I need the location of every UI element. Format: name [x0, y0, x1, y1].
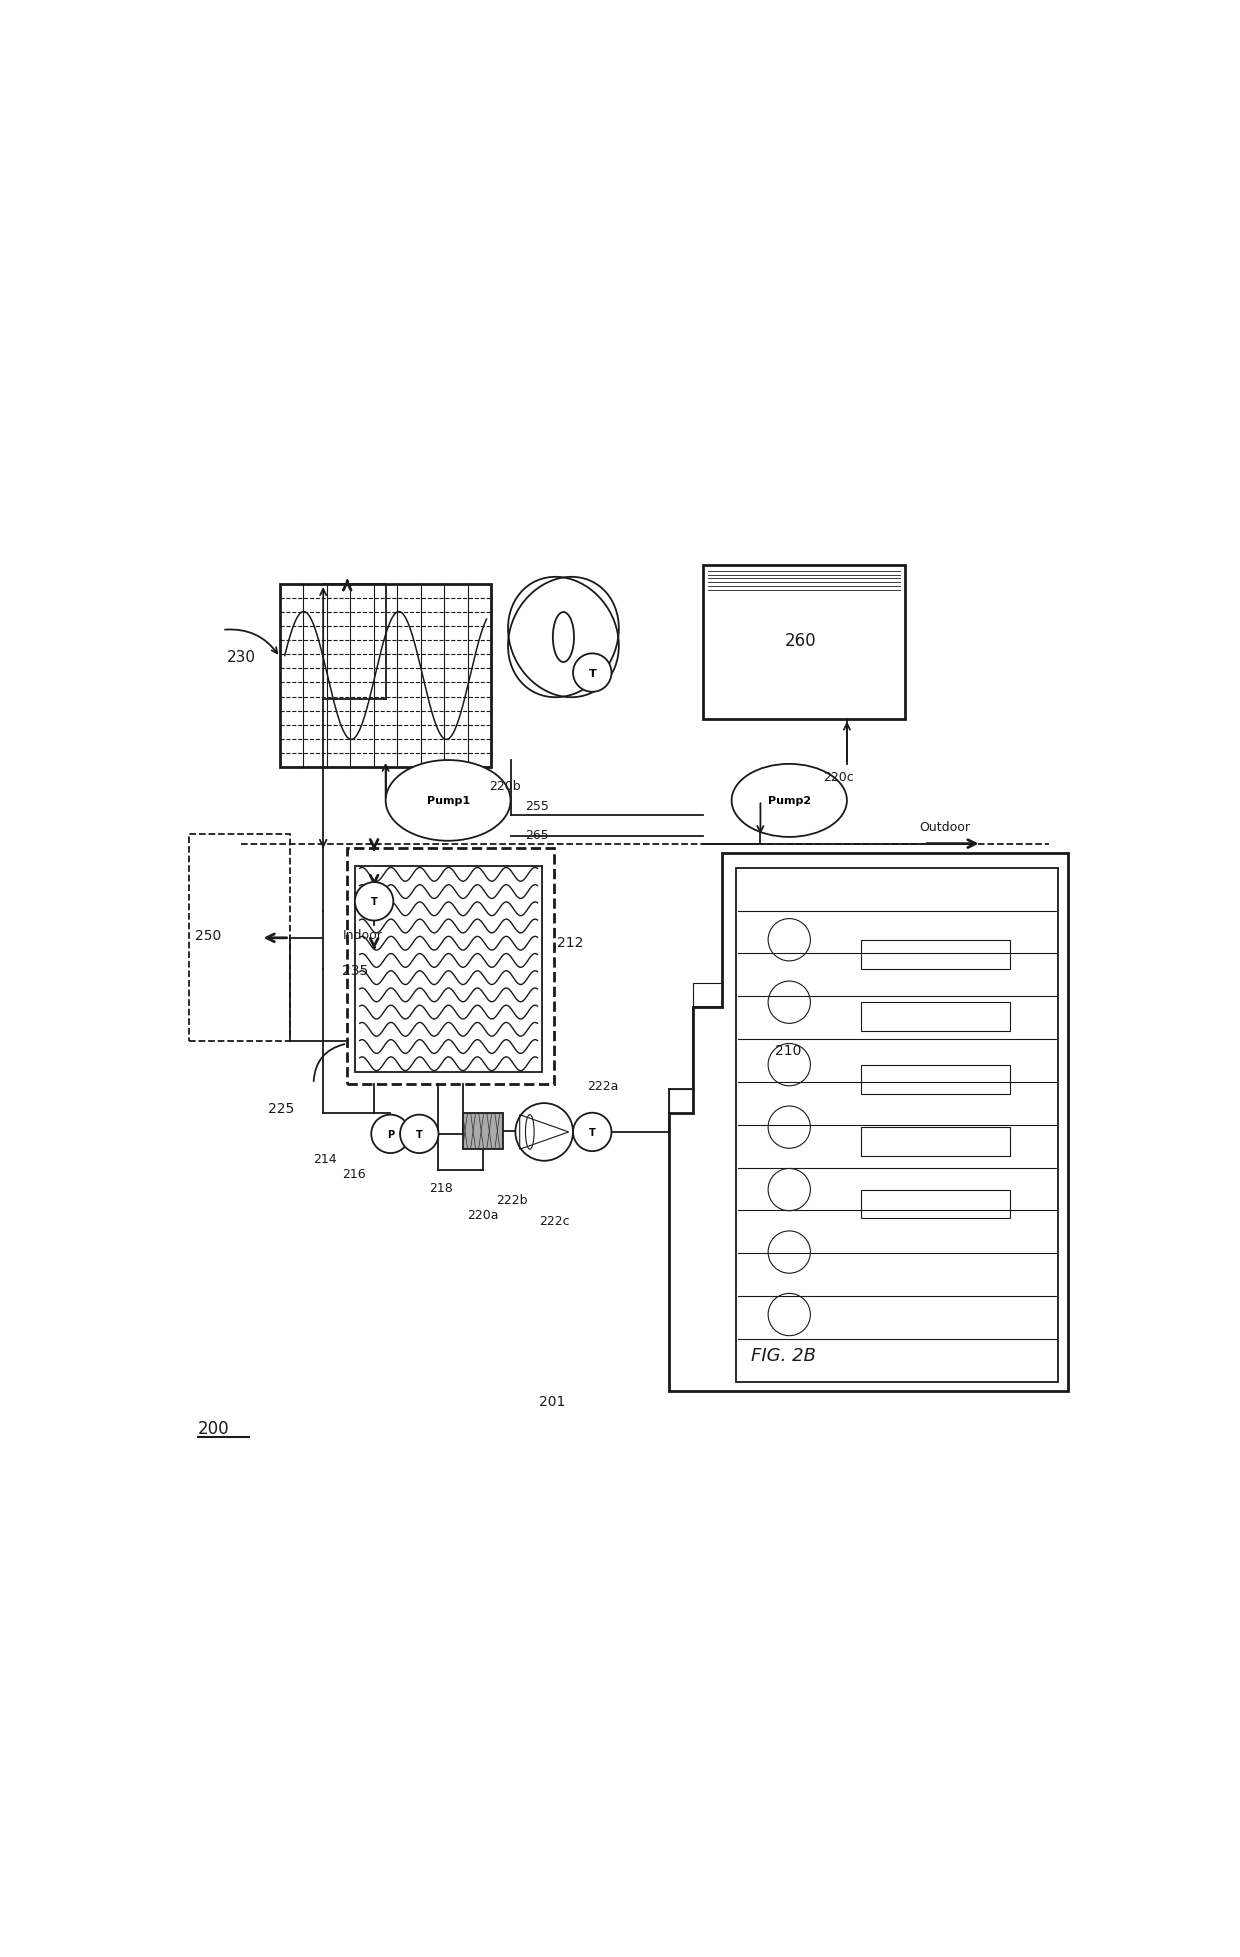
Text: 265: 265	[525, 828, 549, 842]
Text: Pump2: Pump2	[768, 796, 811, 806]
Bar	[862, 1065, 1011, 1094]
Text: 220a: 220a	[467, 1209, 498, 1221]
Text: 210: 210	[775, 1043, 801, 1057]
Circle shape	[371, 1115, 409, 1153]
Circle shape	[516, 1104, 573, 1161]
Ellipse shape	[386, 761, 511, 842]
Text: Pump1: Pump1	[427, 796, 470, 806]
Text: 235: 235	[342, 965, 368, 978]
Text: 218: 218	[429, 1182, 453, 1194]
Text: 225: 225	[268, 1102, 295, 1115]
Text: 214: 214	[314, 1153, 337, 1166]
Text: 222b: 222b	[496, 1194, 528, 1206]
Text: 230: 230	[227, 650, 257, 665]
Bar	[280, 585, 491, 767]
Text: T: T	[415, 1129, 423, 1139]
Text: 250: 250	[195, 928, 221, 943]
Text: FIG. 2B: FIG. 2B	[751, 1346, 816, 1364]
Bar	[347, 849, 554, 1084]
Text: T: T	[588, 667, 596, 679]
Text: 222c: 222c	[539, 1213, 570, 1227]
Text: Indoor: Indoor	[342, 930, 382, 941]
Bar	[862, 939, 1011, 969]
Bar	[670, 1090, 693, 1114]
Text: 201: 201	[539, 1393, 565, 1409]
Bar	[703, 566, 904, 720]
Text: 255: 255	[525, 798, 549, 812]
Text: Outdoor: Outdoor	[919, 820, 970, 834]
Text: T: T	[589, 1127, 595, 1137]
Circle shape	[355, 883, 393, 922]
Text: 220c: 220c	[823, 771, 853, 783]
Text: T: T	[371, 896, 377, 906]
Text: 260: 260	[785, 632, 816, 650]
Text: 222a: 222a	[588, 1080, 619, 1092]
Bar	[188, 834, 290, 1041]
Text: 220b: 220b	[490, 781, 521, 793]
Ellipse shape	[732, 765, 847, 838]
Circle shape	[401, 1115, 439, 1153]
Circle shape	[573, 654, 611, 693]
Bar	[862, 1190, 1011, 1219]
Text: P: P	[387, 1129, 394, 1139]
Circle shape	[573, 1114, 611, 1151]
Text: 216: 216	[342, 1166, 366, 1180]
Bar	[355, 867, 542, 1072]
Bar	[463, 1114, 503, 1149]
Text: 212: 212	[557, 935, 583, 949]
Text: 200: 200	[198, 1419, 229, 1436]
Bar	[862, 1127, 1011, 1157]
Bar	[693, 984, 722, 1008]
Bar	[737, 869, 1058, 1382]
Bar	[862, 1002, 1011, 1031]
